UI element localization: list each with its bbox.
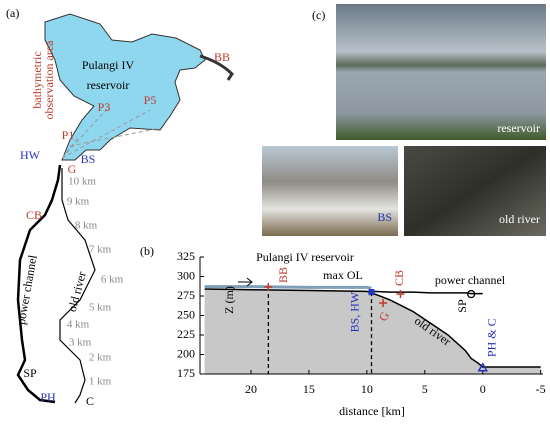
y-tick-label: 325 (177, 249, 195, 263)
km-label: 6 km (101, 274, 124, 286)
chart-title: Pulangi IV reservoir (256, 250, 354, 264)
photo-reservoir (336, 4, 546, 140)
map-point-label: PH (40, 390, 56, 404)
panel-label: (a) (6, 6, 19, 20)
map-point-label: P5 (144, 93, 157, 107)
annotation-label: PH & C (484, 318, 498, 357)
bed-line (204, 288, 541, 368)
map-point-label: HW (20, 148, 41, 162)
photo-caption: old river (499, 212, 540, 226)
chart-text: power channel (435, 273, 506, 287)
y-tick-label: 200 (177, 346, 195, 360)
old-river (59, 168, 96, 404)
reservoir-label: reservoir (87, 78, 130, 92)
km-label: 4 km (67, 319, 90, 331)
y-tick-label: 250 (177, 307, 195, 321)
panel-label: (c) (312, 8, 325, 22)
photo-caption: BS (377, 210, 392, 224)
y-tick-label: 300 (177, 268, 195, 282)
map-point-label: SP (23, 366, 37, 380)
marker (264, 283, 273, 292)
annotation-label: CB (392, 270, 406, 286)
km-label: 1 km (89, 376, 112, 388)
water-line (204, 285, 372, 290)
x-tick-label: 15 (303, 382, 315, 396)
map-point-label: P1 (62, 128, 75, 142)
km-label: 9 km (67, 196, 90, 208)
bed-area (204, 288, 541, 374)
x-tick-label: -5 (536, 382, 546, 396)
km-label: 5 km (89, 302, 112, 314)
annotation-label: BS, HW (347, 291, 361, 332)
km-label: 10 km (68, 176, 96, 188)
photo-caption: reservoir (497, 121, 540, 135)
x-tick-label: 10 (361, 382, 373, 396)
marker (368, 289, 375, 296)
reservoir-arm (199, 54, 234, 81)
x-tick-label: 20 (245, 382, 257, 396)
reservoir-label: Pulangi IV (82, 58, 135, 72)
flow-arrow (238, 277, 253, 287)
power-channel (16, 164, 62, 404)
y-axis-label: Z (m) (222, 286, 236, 314)
area-label: bathymetric (30, 51, 44, 108)
photo-river (404, 146, 546, 236)
map-point-label: G (68, 162, 77, 176)
marker (467, 289, 476, 299)
profile-chart: (b) 175 200 225 250 275 300 325 20 15 10 5 0 -5 BB BS,… (130, 240, 550, 424)
x-tick-label: 0 (480, 382, 486, 396)
survey-lines (61, 107, 161, 159)
x-axis-label: distance [km] (339, 404, 405, 418)
km-label: 8 km (75, 220, 98, 232)
km-label: 2 km (89, 352, 112, 364)
panel-label: (b) (140, 244, 154, 258)
km-label: 7 km (89, 244, 112, 256)
marker (396, 290, 405, 299)
map-point-label: C (86, 394, 94, 408)
y-tick-label: 225 (177, 327, 195, 341)
map-point-label: CB (26, 208, 42, 222)
y-tick-label: 175 (177, 366, 195, 380)
map-point-label: BB (214, 50, 230, 64)
x-tick-label: 5 (422, 382, 428, 396)
km-label: 3 km (69, 337, 92, 349)
photos: (c) reservoir BS old river (262, 4, 546, 236)
map-point-label: BS (81, 152, 96, 166)
area-label: observation area (42, 40, 56, 120)
marker (379, 299, 388, 308)
map-point-label: P3 (98, 100, 111, 114)
marker (477, 362, 489, 372)
chart-title: max OL (323, 268, 363, 282)
annotation-label: BB (276, 267, 290, 283)
photo-dam (262, 146, 398, 236)
annotation-label: SP (455, 299, 469, 313)
y-tick-label: 275 (177, 288, 195, 302)
river-label: old river (65, 270, 89, 313)
reservoir-shape (44, 13, 206, 161)
